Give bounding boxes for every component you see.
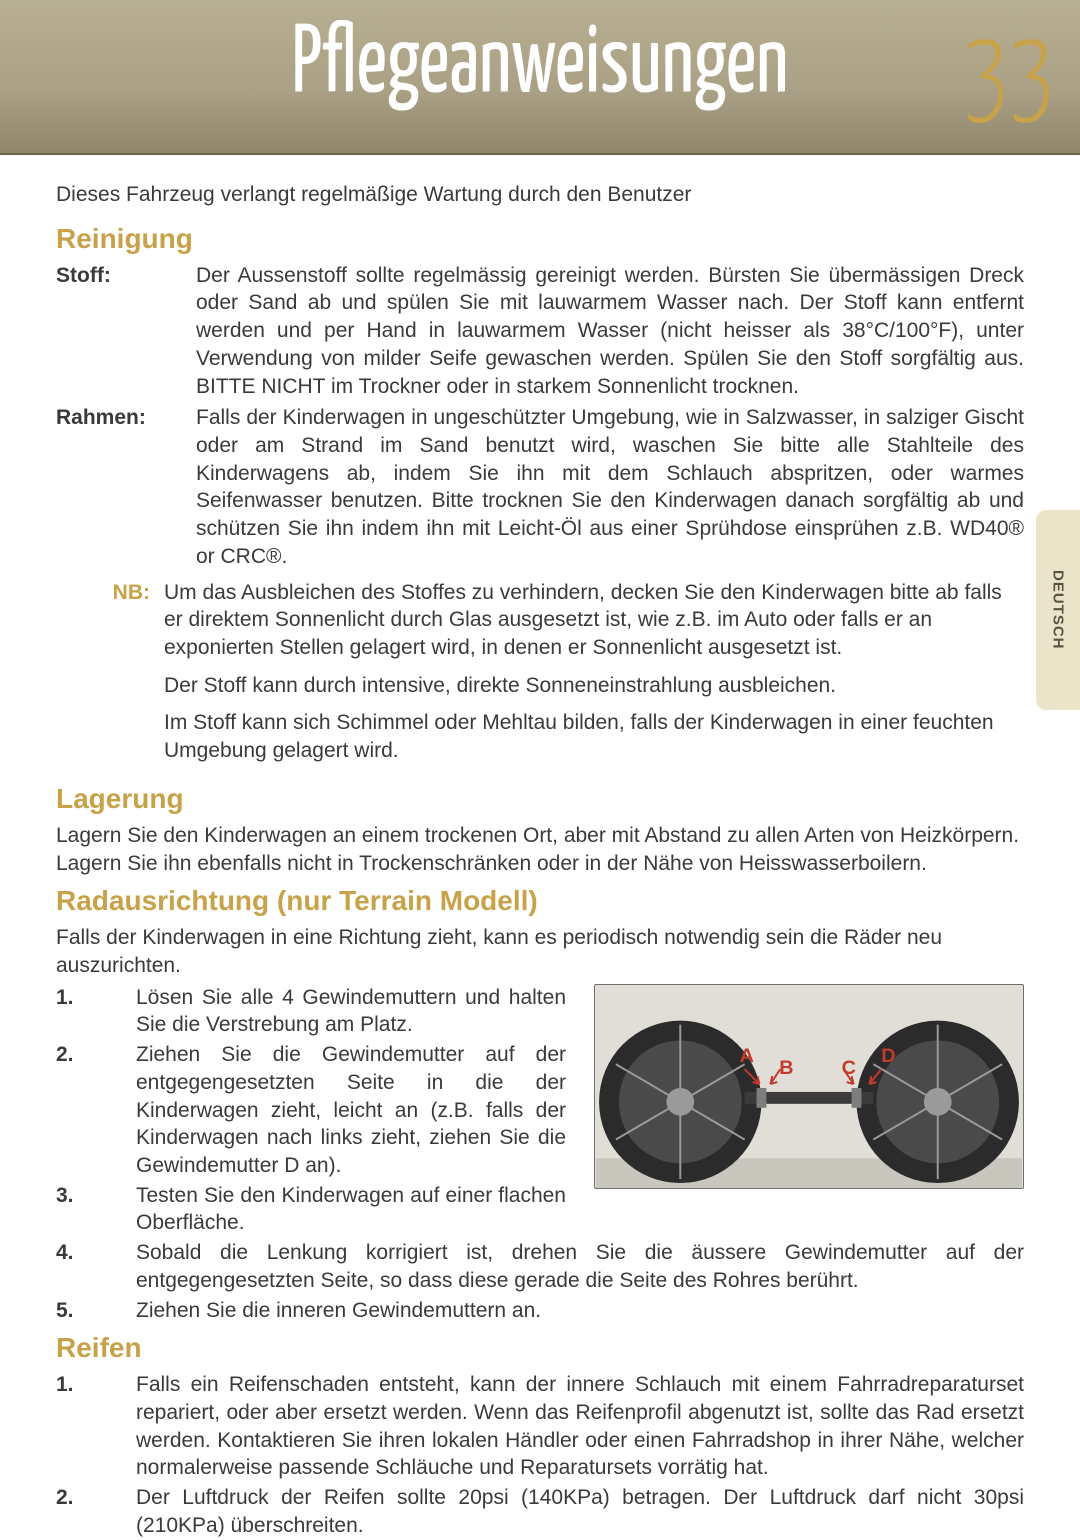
label-rahmen: Rahmen: [56, 404, 196, 432]
content-area: Dieses Fahrzeug verlangt regelmäßige War… [0, 155, 1080, 1540]
list-item: 1. Falls ein Reifenschaden entsteht, kan… [56, 1371, 1024, 1482]
radausrichtung-steps-wide: 4. Sobald die Lenkung korrigiert ist, dr… [56, 1239, 1024, 1324]
step-number: 1. [56, 984, 136, 1012]
nb-body: Um das Ausbleichen des Stoffes zu verhin… [164, 579, 1024, 775]
language-tab: DEUTSCH [1036, 510, 1080, 710]
page-title: Pflegeanweisungen [0, 18, 1080, 115]
text-lagerung: Lagern Sie den Kinderwagen an einem troc… [56, 822, 1024, 877]
heading-reinigung: Reinigung [56, 221, 1024, 258]
heading-lagerung: Lagerung [56, 781, 1024, 818]
nb-para-2: Der Stoff kann durch intensive, direkte … [164, 672, 1024, 700]
step-text: Ziehen Sie die Gewindemutter auf der ent… [136, 1041, 566, 1180]
fig-label-c: C [842, 1057, 856, 1079]
nb-block: NB: Um das Ausbleichen des Stoffes zu ve… [56, 579, 1024, 775]
step-text: Testen Sie den Kinderwagen auf einer fla… [136, 1182, 566, 1237]
list-item: 3. Testen Sie den Kinderwagen auf einer … [56, 1182, 1024, 1237]
step-number: 5. [56, 1297, 136, 1325]
step-text: Sobald die Lenkung korrigiert ist, drehe… [136, 1239, 1024, 1294]
step-number: 1. [56, 1371, 136, 1399]
wheel-left-icon [599, 1021, 761, 1183]
page-number: 33 [963, 20, 1054, 138]
list-item: 4. Sobald die Lenkung korrigiert ist, dr… [56, 1239, 1024, 1294]
label-stoff: Stoff: [56, 262, 196, 290]
radausrichtung-wrap: Falls der Kinderwagen in eine Richtung z… [56, 924, 1024, 1324]
reifen-steps: 1. Falls ein Reifenschaden entsteht, kan… [56, 1371, 1024, 1539]
header-band: Pflegeanweisungen 33 [0, 0, 1080, 155]
fig-label-d: D [881, 1045, 895, 1067]
list-item: 2. Der Luftdruck der Reifen sollte 20psi… [56, 1484, 1024, 1539]
nb-para-1: Um das Ausbleichen des Stoffes zu verhin… [164, 579, 1024, 662]
step-number: 4. [56, 1239, 136, 1267]
text-stoff: Der Aussenstoff sollte regelmässig gerei… [196, 262, 1024, 401]
text-rahmen: Falls der Kinderwagen in ungeschützter U… [196, 404, 1024, 570]
fig-label-a: A [740, 1045, 754, 1067]
intro-text: Dieses Fahrzeug verlangt regelmäßige War… [56, 181, 1024, 209]
heading-reifen: Reifen [56, 1330, 1024, 1367]
language-tab-label: DEUTSCH [1050, 570, 1067, 650]
step-number: 2. [56, 1041, 136, 1069]
step-text: Falls ein Reifenschaden entsteht, kann d… [136, 1371, 1024, 1482]
row-rahmen: Rahmen: Falls der Kinderwagen in ungesch… [56, 404, 1024, 570]
step-number: 2. [56, 1484, 136, 1512]
step-text: Lösen Sie alle 4 Gewindemuttern und halt… [136, 984, 566, 1039]
fig-label-b: B [779, 1057, 793, 1079]
nb-para-3: Im Stoff kann sich Schimmel oder Mehltau… [164, 709, 1024, 764]
list-item: 5. Ziehen Sie die inneren Gewindemuttern… [56, 1297, 1024, 1325]
wheel-svg: A B C D [595, 985, 1023, 1188]
wheel-figure: A B C D [594, 984, 1024, 1189]
text-radausrichtung-intro: Falls der Kinderwagen in eine Richtung z… [56, 924, 1024, 979]
nb-label: NB: [56, 579, 164, 607]
row-stoff: Stoff: Der Aussenstoff sollte regelmässi… [56, 262, 1024, 401]
step-text: Ziehen Sie die inneren Gewindemuttern an… [136, 1297, 1024, 1325]
heading-radausrichtung: Radausrichtung (nur Terrain Modell) [56, 883, 1024, 920]
step-number: 3. [56, 1182, 136, 1210]
step-text: Der Luftdruck der Reifen sollte 20psi (1… [136, 1484, 1024, 1539]
